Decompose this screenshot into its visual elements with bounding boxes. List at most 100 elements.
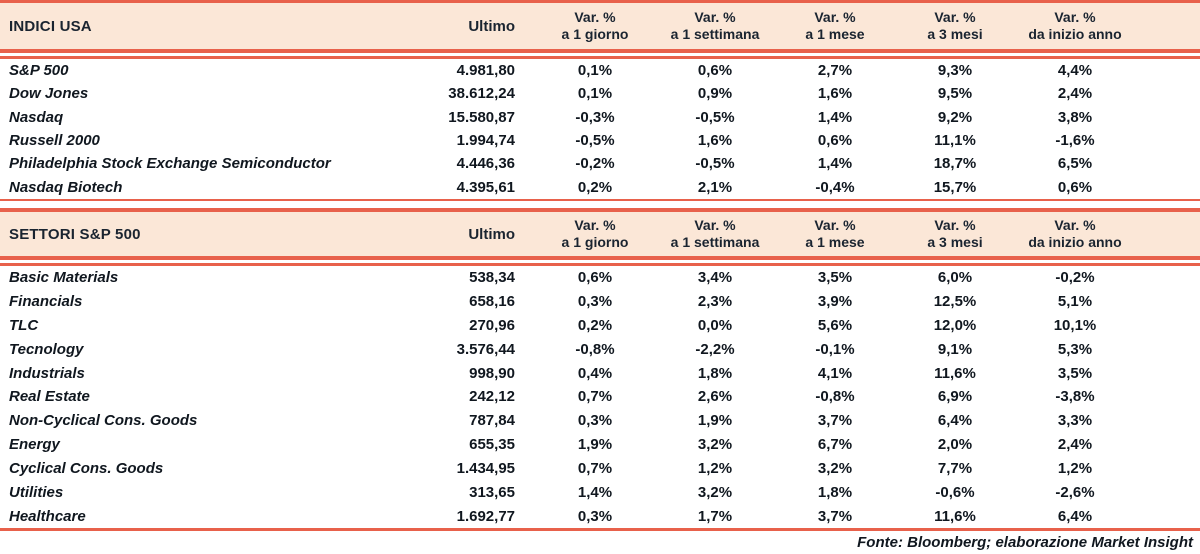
var-percent-value: 11,6% xyxy=(934,364,976,382)
column-header-ultimo: Ultimo xyxy=(468,225,515,243)
ultimo-value: 270,96 xyxy=(469,317,515,335)
var-percent-value: 2,0% xyxy=(937,436,973,454)
var-header-line1: Var. % xyxy=(934,217,976,233)
bottom-divider xyxy=(0,528,1200,531)
var-percent-value: 0,1% xyxy=(577,85,613,103)
var-percent-value: 5,3% xyxy=(1057,340,1093,358)
row-label: Non-Cyclical Cons. Goods xyxy=(9,412,198,430)
var-percent-value: 1,7% xyxy=(697,507,733,525)
row-label: Energy xyxy=(9,436,60,454)
var-header-line2: a 1 mese xyxy=(805,26,865,42)
var-percent-value: 0,2% xyxy=(577,317,613,335)
var-percent-value: 9,1% xyxy=(937,340,973,358)
var-percent-value: 5,6% xyxy=(817,317,853,335)
var-header-line1: Var. % xyxy=(694,217,736,233)
table-title: SETTORI S&P 500 xyxy=(9,225,141,243)
var-percent-value: 7,7% xyxy=(937,459,973,477)
ultimo-value: 1.994,74 xyxy=(456,132,515,150)
var-percent-value: 1,9% xyxy=(577,436,613,454)
row-label: Dow Jones xyxy=(9,85,89,103)
var-header-line2: a 3 mesi xyxy=(927,234,983,250)
table-title: INDICI USA xyxy=(9,17,92,35)
var-percent-value: 2,3% xyxy=(697,293,733,311)
var-percent-value: 0,6% xyxy=(577,269,613,287)
var-header-line1: Var. % xyxy=(1054,217,1096,233)
var-percent-value: -0,4% xyxy=(815,178,855,196)
var-header-line1: Var. % xyxy=(574,217,616,233)
var-percent-value: 11,6% xyxy=(934,507,976,525)
var-percent-value: 2,4% xyxy=(1057,436,1093,454)
var-header-line2: a 1 settimana xyxy=(670,234,760,250)
var-percent-value: 3,3% xyxy=(1057,412,1093,430)
column-header-var-inizio-anno: Var. % da inizio anno xyxy=(1015,217,1135,251)
var-percent-value: 0,6% xyxy=(697,62,733,80)
ultimo-value: 4.395,61 xyxy=(456,178,515,196)
var-header-line1: Var. % xyxy=(814,9,856,25)
var-percent-value: 1,4% xyxy=(577,483,613,501)
ultimo-value: 3.576,44 xyxy=(456,340,515,358)
column-header-var-3-mesi: Var. % a 3 mesi xyxy=(895,217,1015,251)
divider xyxy=(0,208,1200,212)
var-header-line1: Var. % xyxy=(694,9,736,25)
column-header-var-1-giorno: Var. % a 1 giorno xyxy=(535,217,655,251)
row-label: Nasdaq xyxy=(9,108,64,126)
ultimo-value: 538,34 xyxy=(469,269,515,287)
column-header-var-1-mese: Var. % a 1 mese xyxy=(775,217,895,251)
ultimo-value: 655,35 xyxy=(469,436,515,454)
ultimo-value: 15.580,87 xyxy=(448,108,515,126)
var-header-line2: a 1 settimana xyxy=(670,26,760,42)
var-percent-value: 0,6% xyxy=(1057,178,1093,196)
var-percent-value: 2,1% xyxy=(697,178,733,196)
table-header-band: INDICI USA Ultimo Var. % a 1 giorno Var.… xyxy=(0,3,1200,49)
divider xyxy=(0,49,1200,53)
var-percent-value: 4,1% xyxy=(817,364,853,382)
var-percent-value: 11,1% xyxy=(934,132,976,150)
table-body-indici-usa: S&P 500 4.981,80 0,1% 0,6% 2,7% 9,3% 4,4% Dow J… xyxy=(0,59,1200,199)
table-row: Philadelphia Stock Exchange Semiconducto… xyxy=(0,152,1200,175)
var-header-line1: Var. % xyxy=(1054,9,1096,25)
var-percent-value: 15,7% xyxy=(933,178,977,196)
var-percent-value: -0,5% xyxy=(695,155,735,173)
divider xyxy=(0,256,1200,260)
var-percent-value: 3,5% xyxy=(817,269,853,287)
var-percent-value: 9,2% xyxy=(937,108,973,126)
var-percent-value: 2,6% xyxy=(697,388,733,406)
var-percent-value: 12,0% xyxy=(933,317,977,335)
var-percent-value: 0,2% xyxy=(577,178,613,196)
var-percent-value: 1,4% xyxy=(817,108,853,126)
var-percent-value: 0,3% xyxy=(577,293,613,311)
var-percent-value: 1,8% xyxy=(697,364,733,382)
var-percent-value: 6,4% xyxy=(937,412,973,430)
row-label: Industrials xyxy=(9,364,85,382)
ultimo-value: 242,12 xyxy=(469,388,515,406)
row-label: Healthcare xyxy=(9,507,86,525)
table-row: Financials 658,16 0,3% 2,3% 3,9% 12,5% 5,1% xyxy=(0,290,1200,314)
var-percent-value: 0,3% xyxy=(577,412,613,430)
var-percent-value: -0,2% xyxy=(575,155,615,173)
var-percent-value: 3,7% xyxy=(817,507,853,525)
var-percent-value: 1,6% xyxy=(697,132,733,150)
row-label: Real Estate xyxy=(9,388,90,406)
row-label: TLC xyxy=(9,317,39,335)
ultimo-value: 38.612,24 xyxy=(448,85,515,103)
var-percent-value: 2,7% xyxy=(817,62,853,80)
row-label: Cyclical Cons. Goods xyxy=(9,459,164,477)
var-percent-value: 12,5% xyxy=(933,293,977,311)
column-header-var-1-giorno: Var. % a 1 giorno xyxy=(535,9,655,43)
table-row: Real Estate 242,12 0,7% 2,6% -0,8% 6,9% -3,8% xyxy=(0,385,1200,409)
ultimo-value: 658,16 xyxy=(469,293,515,311)
table-row: Utilities 313,65 1,4% 3,2% 1,8% -0,6% -2,6% xyxy=(0,480,1200,504)
var-percent-value: 0,7% xyxy=(577,388,613,406)
var-header-line2: da inizio anno xyxy=(1028,234,1122,250)
row-label: S&P 500 xyxy=(9,62,69,80)
var-percent-value: 0,6% xyxy=(817,132,853,150)
var-percent-value: 0,7% xyxy=(577,459,613,477)
divider xyxy=(0,199,1200,201)
var-percent-value: 3,9% xyxy=(817,293,853,311)
row-label: Tecnology xyxy=(9,340,84,358)
row-label: Basic Materials xyxy=(9,269,119,287)
var-percent-value: 0,9% xyxy=(697,85,733,103)
table-row: Cyclical Cons. Goods 1.434,95 0,7% 1,2% 3,2%… xyxy=(0,457,1200,481)
var-percent-value: -0,1% xyxy=(815,340,855,358)
var-percent-value: -0,2% xyxy=(1055,269,1095,287)
